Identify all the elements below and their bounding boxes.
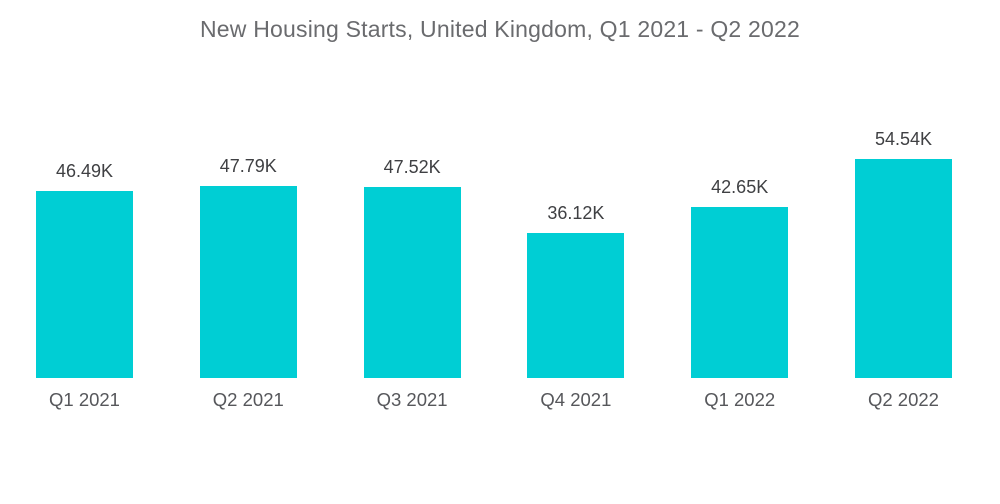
bar-q2-2021 — [199, 186, 297, 378]
bar-q3-2021 — [363, 187, 461, 378]
bar-q2-2022 — [854, 159, 952, 378]
bar-q4-2021 — [527, 233, 625, 378]
x-axis-label: Q4 2021 — [540, 389, 612, 410]
bar-column: 47.79K — [199, 156, 297, 378]
x-axis-label: Q3 2021 — [376, 389, 448, 410]
x-axis-label: Q2 2022 — [867, 389, 939, 410]
bar-column: 42.65K — [691, 176, 789, 378]
x-axis: Q1 2021 Q2 2021 Q3 2021 Q4 2021 Q1 2022 … — [36, 378, 952, 411]
x-axis-label: Q1 2022 — [704, 389, 776, 410]
bar-column: 54.54K — [854, 129, 952, 378]
bar-column: 36.12K — [527, 203, 625, 378]
bar-q1-2022 — [691, 206, 789, 378]
bars-plot-area: 46.49K 47.79K 47.52K 36.12K 42.65K 54.54… — [36, 0, 952, 378]
chart-title: New Housing Starts, United Kingdom, Q1 2… — [200, 16, 800, 42]
value-label: 36.12K — [547, 203, 605, 223]
value-label: 47.52K — [383, 157, 441, 178]
x-axis-label: Q2 2021 — [212, 389, 284, 410]
x-axis-label: Q1 2021 — [49, 389, 120, 410]
value-label: 46.49K — [55, 161, 114, 182]
bar-column: 46.49K — [36, 161, 133, 378]
value-label: 47.79K — [219, 156, 277, 177]
value-label: 54.54K — [874, 129, 933, 149]
bar-column: 47.52K — [363, 157, 461, 378]
value-label: 42.65K — [711, 176, 769, 197]
bar-q1-2021 — [36, 191, 133, 378]
